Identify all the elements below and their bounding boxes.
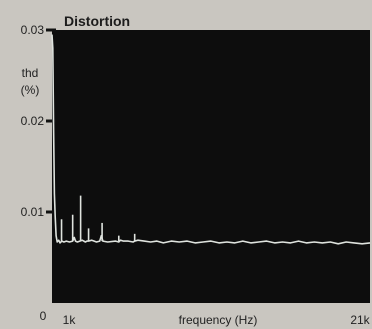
y-tick-label: 0.03: [21, 23, 45, 37]
plot-area: [52, 30, 370, 303]
y-tick-mark: [46, 210, 56, 214]
y-axis-label-line: (%): [21, 83, 40, 97]
series-layer: [51, 34, 371, 245]
y-tick-label: 0.02: [21, 114, 45, 128]
x-axis-label: frequency (Hz): [179, 313, 258, 327]
y-tick-mark: [46, 28, 56, 32]
y-tick-label: 0.01: [21, 205, 45, 219]
axis-ticks: 0 0.01 0.02 0.03 1k 21k: [21, 23, 371, 327]
y-axis-label: thd (%): [21, 66, 40, 97]
y-axis-label-line: thd: [22, 66, 39, 80]
chart-title: Distortion: [64, 13, 130, 29]
x-tick-label: 21k: [350, 313, 370, 327]
y-tick-label: 0: [40, 309, 47, 323]
series-line: [51, 34, 371, 245]
y-tick-mark: [46, 119, 56, 123]
x-tick-label: 1k: [63, 313, 77, 327]
